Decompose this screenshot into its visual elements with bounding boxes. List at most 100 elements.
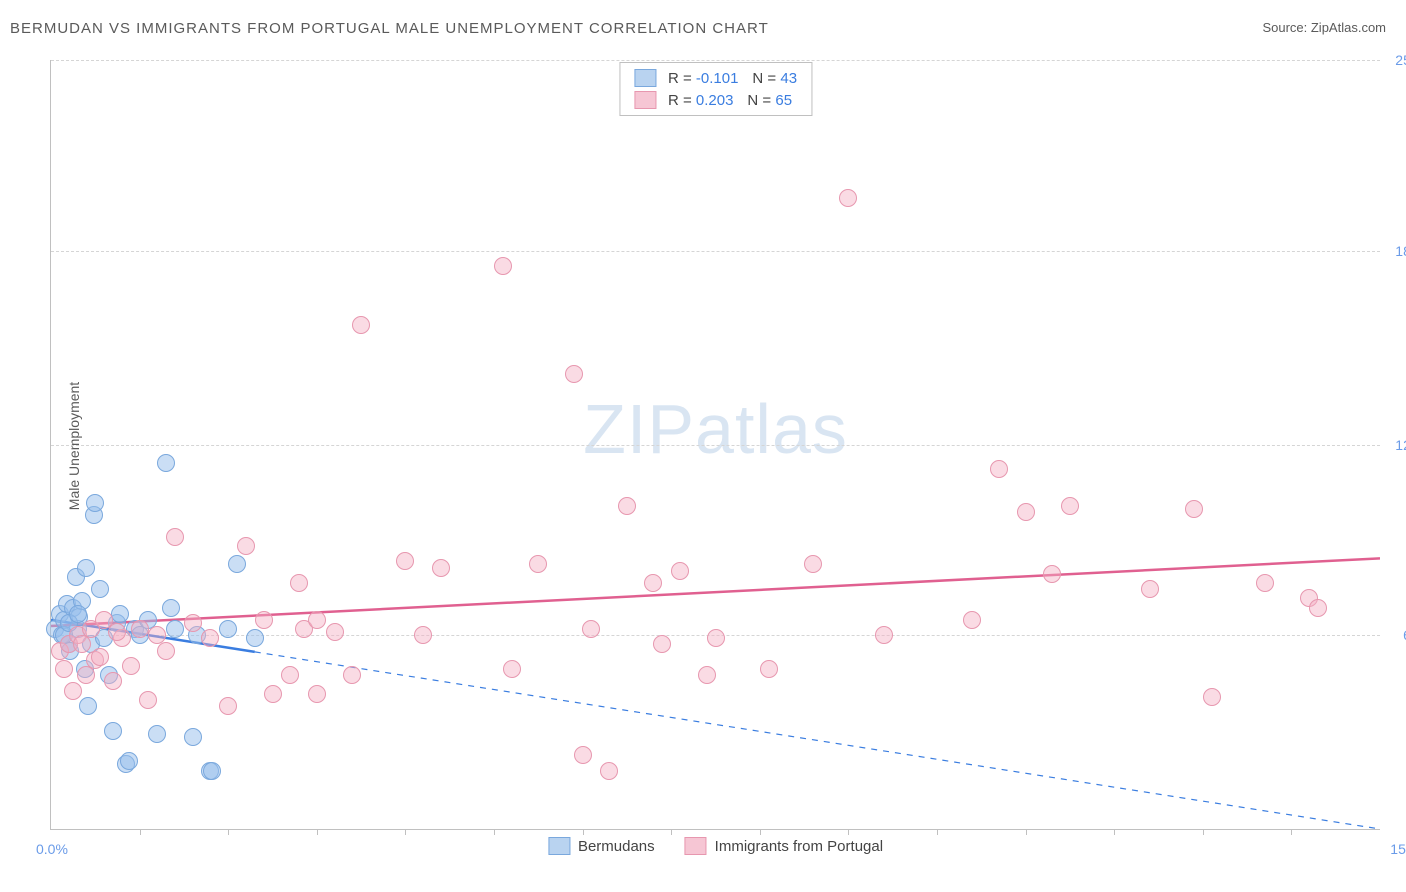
data-point	[122, 657, 140, 675]
data-point	[308, 611, 326, 629]
data-point	[1203, 688, 1221, 706]
data-point	[1017, 503, 1035, 521]
data-point	[184, 614, 202, 632]
x-tick	[760, 829, 761, 835]
data-point	[1061, 497, 1079, 515]
data-point	[201, 629, 219, 647]
data-point	[396, 552, 414, 570]
r-label: R =	[668, 92, 692, 109]
legend-swatch-bermudans	[548, 837, 570, 855]
y-tick-label: 18.8%	[1395, 243, 1406, 259]
data-point	[503, 660, 521, 678]
x-tick	[583, 829, 584, 835]
data-point	[875, 626, 893, 644]
x-tick	[140, 829, 141, 835]
data-point	[707, 629, 725, 647]
x-tick	[1114, 829, 1115, 835]
x-tick	[937, 829, 938, 835]
data-point	[219, 697, 237, 715]
swatch-bermudans	[634, 69, 656, 87]
data-point	[64, 682, 82, 700]
trend-line-solid	[51, 558, 1380, 626]
n-value-portugal: 65	[775, 92, 792, 109]
data-point	[77, 559, 95, 577]
data-point	[494, 257, 512, 275]
data-point	[582, 620, 600, 638]
x-tick	[494, 829, 495, 835]
gridline	[51, 445, 1380, 446]
data-point	[203, 762, 221, 780]
data-point	[264, 685, 282, 703]
data-point	[120, 752, 138, 770]
x-tick	[1291, 829, 1292, 835]
legend-item-bermudans: Bermudans	[548, 837, 655, 855]
watermark: ZIPatlas	[583, 389, 848, 469]
data-point	[237, 537, 255, 555]
data-point	[1256, 574, 1274, 592]
x-tick	[228, 829, 229, 835]
legend-swatch-portugal	[685, 837, 707, 855]
data-point	[108, 623, 126, 641]
data-point	[600, 762, 618, 780]
r-label: R =	[668, 70, 692, 87]
data-point	[414, 626, 432, 644]
data-point	[574, 746, 592, 764]
data-point	[963, 611, 981, 629]
data-point	[166, 528, 184, 546]
r-value-bermudans: -0.101	[696, 70, 739, 87]
data-point	[77, 666, 95, 684]
legend-item-portugal: Immigrants from Portugal	[685, 837, 883, 855]
correlation-stats-box: R = -0.101 N = 43 R = 0.203 N = 65	[619, 62, 812, 116]
x-axis-max-label: 15.0%	[1390, 841, 1406, 857]
data-point	[79, 697, 97, 715]
data-point	[432, 559, 450, 577]
data-point	[69, 605, 87, 623]
source-attribution: Source: ZipAtlas.com	[1262, 20, 1386, 35]
gridline	[51, 251, 1380, 252]
data-point	[343, 666, 361, 684]
x-tick	[405, 829, 406, 835]
stats-row-bermudans: R = -0.101 N = 43	[620, 67, 811, 89]
data-point	[1309, 599, 1327, 617]
data-point	[219, 620, 237, 638]
swatch-portugal	[634, 91, 656, 109]
data-point	[326, 623, 344, 641]
legend-label-portugal: Immigrants from Portugal	[715, 838, 883, 855]
x-tick	[671, 829, 672, 835]
data-point	[139, 691, 157, 709]
data-point	[804, 555, 822, 573]
watermark-bold: ZIP	[583, 390, 695, 468]
n-label: N =	[752, 70, 776, 87]
data-point	[157, 642, 175, 660]
data-point	[308, 685, 326, 703]
data-point	[184, 728, 202, 746]
data-point	[246, 629, 264, 647]
chart-plot-area: ZIPatlas 6.3%12.5%18.8%25.0% 0.0% 15.0% …	[50, 60, 1380, 830]
data-point	[281, 666, 299, 684]
x-axis-min-label: 0.0%	[36, 841, 68, 857]
data-point	[157, 454, 175, 472]
trend-line-dashed	[255, 652, 1380, 829]
data-point	[166, 620, 184, 638]
data-point	[565, 365, 583, 383]
data-point	[104, 722, 122, 740]
data-point	[671, 562, 689, 580]
data-point	[162, 599, 180, 617]
data-point	[255, 611, 273, 629]
chart-title: BERMUDAN VS IMMIGRANTS FROM PORTUGAL MAL…	[10, 20, 769, 37]
data-point	[352, 316, 370, 334]
data-point	[839, 189, 857, 207]
data-point	[1043, 565, 1061, 583]
data-point	[618, 497, 636, 515]
data-point	[91, 580, 109, 598]
x-tick	[1203, 829, 1204, 835]
data-point	[290, 574, 308, 592]
x-tick	[1026, 829, 1027, 835]
data-point	[698, 666, 716, 684]
watermark-light: atlas	[695, 390, 848, 468]
r-value-portugal: 0.203	[696, 92, 734, 109]
data-point	[760, 660, 778, 678]
n-label: N =	[747, 92, 771, 109]
data-point	[111, 605, 129, 623]
legend-label-bermudans: Bermudans	[578, 838, 655, 855]
